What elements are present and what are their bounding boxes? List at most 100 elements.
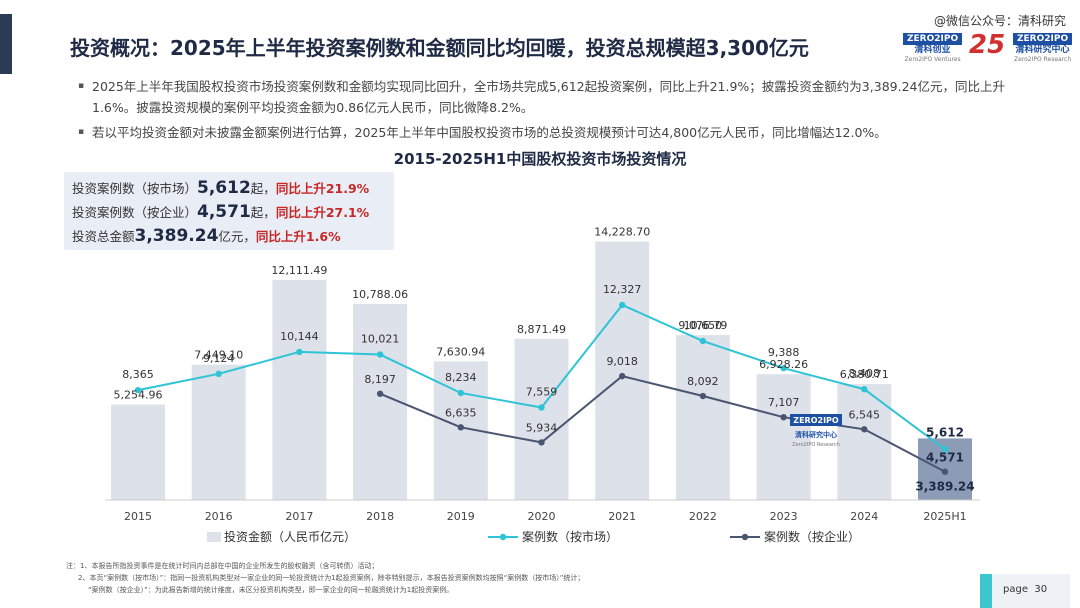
bar-value-label: 7,449.10: [194, 349, 243, 362]
market-cases-label: 10,144: [280, 330, 319, 343]
company-cases-label: 9,018: [606, 355, 638, 368]
market-cases-point: [376, 351, 384, 358]
company-cases-label: 6,545: [849, 408, 881, 421]
market-cases-point: [941, 446, 949, 453]
company-cases-label: 5,934: [526, 421, 558, 434]
anniversary-logo: 25: [969, 30, 1006, 60]
bar-value-label: 5,254.96: [114, 389, 163, 402]
kpi-row: 投资案例数（按市场）5,612起，同比上升21.9%: [72, 178, 369, 198]
company-cases-label: 8,197: [364, 373, 396, 386]
company-cases-point: [457, 424, 464, 431]
bar-value-label: 14,228.70: [594, 226, 650, 239]
market-cases-label: 8,408: [849, 367, 881, 380]
footnote-line: 2、本页“案例数（按市场）”：指同一投资机构类型对一家企业的同一轮投资统计为1起…: [78, 574, 585, 582]
zero2ipo-research-logo: ZERO2IPO 清科研究中心 Zero2IPO Research: [1013, 33, 1073, 63]
x-tick-label: 2020: [528, 510, 556, 523]
legend-label: 案例数（按企业）: [764, 529, 860, 544]
company-cases-point: [376, 390, 384, 397]
market-cases-label: 8,365: [122, 368, 154, 381]
company-cases-label: 8,092: [687, 375, 719, 388]
bar-2021: [595, 241, 650, 500]
company-cases-label: 7,107: [768, 396, 800, 409]
kpi-label: 投资总金额: [72, 229, 135, 244]
page-number: page 30: [1003, 584, 1048, 595]
bullet-item: 若以平均投资金额对未披露金额案例进行估算，2025年上半年中国股权投资市场的总投…: [78, 122, 1038, 143]
market-cases-point: [538, 404, 545, 411]
legend-company-marker: [741, 533, 749, 541]
bar-2024: [837, 384, 892, 500]
kpi-unit: 亿元，: [218, 229, 256, 244]
bar-2017: [272, 280, 327, 500]
x-tick-label: 2019: [447, 510, 475, 523]
legend-bar-swatch: [207, 532, 221, 542]
bar-value-label: 8,871.49: [517, 323, 566, 336]
x-tick-label: 2016: [205, 510, 233, 523]
summary-bullets: 2025年上半年我国股权投资市场投资案例数和金额均实现同比回升，全市场共完成5,…: [78, 76, 1038, 147]
market-cases-label: 7,559: [526, 385, 558, 398]
page-accent: [980, 574, 992, 608]
chart-canvas: 5,254.96 7,449.10 12,111.49 10,788.06 7,630.…: [105, 226, 980, 544]
company-cases-point: [941, 468, 949, 475]
market-cases-point: [861, 386, 868, 393]
chart-watermark-cn: 清科研究中心: [795, 430, 837, 439]
zero2ipo-ventures-logo: ZERO2IPO 清科创业 Zero2IPO Ventures: [903, 33, 963, 63]
kpi-label: 投资案例数（按市场）: [72, 181, 198, 196]
kpi-value: 3,389.24: [134, 226, 219, 246]
market-cases-point: [780, 364, 787, 372]
market-cases-label: 9,388: [768, 346, 800, 359]
watermark: @微信公众号：清科研究: [933, 14, 1066, 28]
bar-value-label: 3,389.24: [915, 480, 974, 494]
page-number-box: [980, 574, 1070, 608]
kpi-value: 5,612: [197, 178, 251, 198]
x-tick-label: 2017: [285, 510, 313, 523]
market-cases-label: 12,327: [603, 283, 642, 296]
market-cases-label: 8,234: [445, 371, 477, 384]
market-cases-label: 5,612: [926, 425, 964, 439]
kpi-box: 投资案例数（按市场）5,612起，同比上升21.9% 投资案例数（按企业）4,5…: [64, 172, 394, 250]
bar-2023: [756, 374, 811, 500]
company-cases-label: 6,635: [445, 406, 477, 419]
legend-market-marker: [499, 533, 507, 541]
chart-watermark-logo: [790, 414, 842, 426]
bar-value-label: 10,788.06: [352, 288, 408, 301]
bar-value-label: 7,630.94: [436, 345, 485, 358]
market-cases-label: 10,650: [684, 319, 723, 332]
kpi-unit: 起，: [250, 181, 276, 196]
bar-2016: [191, 364, 246, 500]
kpi-change: 同比上升1.6%: [255, 229, 341, 244]
footnotes: 注：1、本报告所指投资事件是在统计时间内总部在中国的企业所发生的股权融资（含可转…: [66, 560, 966, 596]
kpi-row: 投资总金额3,389.24亿元，同比上升1.6%: [72, 226, 341, 246]
bar-value-label: 12,111.49: [271, 264, 327, 277]
company-cases-point: [780, 413, 787, 421]
kpi-label: 投资案例数（按企业）: [72, 205, 198, 220]
x-tick-label: 2024: [850, 510, 878, 523]
x-tick-label: 2015: [124, 510, 152, 523]
company-cases-point: [699, 392, 707, 400]
market-cases-point: [457, 389, 464, 397]
kpi-unit: 起，: [250, 205, 276, 220]
market-cases-label: 10,021: [361, 333, 400, 346]
market-cases-point: [215, 370, 222, 378]
footnote-line: 注：1、本报告所指投资事件是在统计时间内总部在中国的企业所发生的股权融资（含可转…: [66, 562, 379, 570]
company-cases-point: [619, 372, 626, 380]
header-accent-bar: [0, 14, 12, 74]
market-cases-point: [619, 301, 626, 309]
bar-value-label: 6,928.26: [759, 358, 808, 371]
kpi-row: 投资案例数（按企业）4,571起，同比上升27.1%: [72, 202, 369, 222]
company-cases-label: 4,571: [926, 451, 964, 465]
bar-2015: [111, 404, 165, 500]
x-tick-label: 2021: [608, 510, 636, 523]
x-tick-label: 2018: [366, 510, 394, 523]
bullet-item: 2025年上半年我国股权投资市场投资案例数和金额均实现同比回升，全市场共完成5,…: [78, 76, 1038, 118]
chart-title: 2015-2025H1中国股权投资市场投资情况: [393, 150, 687, 168]
market-cases-point: [134, 386, 142, 394]
market-cases-point: [296, 348, 303, 356]
kpi-value: 4,571: [197, 202, 251, 222]
bar-2020: [514, 338, 569, 500]
kpi-change: 同比上升27.1%: [275, 205, 370, 220]
legend-label: 案例数（按市场）: [522, 529, 618, 544]
x-tick-label: 2023: [770, 510, 798, 523]
page-title: 投资概况：2025年上半年投资案例数和金额同比均回暖，投资总规模超3,300亿元: [70, 36, 809, 60]
market-cases-label: 9,124: [203, 352, 235, 365]
chart-watermark-en: Zero2IPO Research: [792, 442, 840, 448]
